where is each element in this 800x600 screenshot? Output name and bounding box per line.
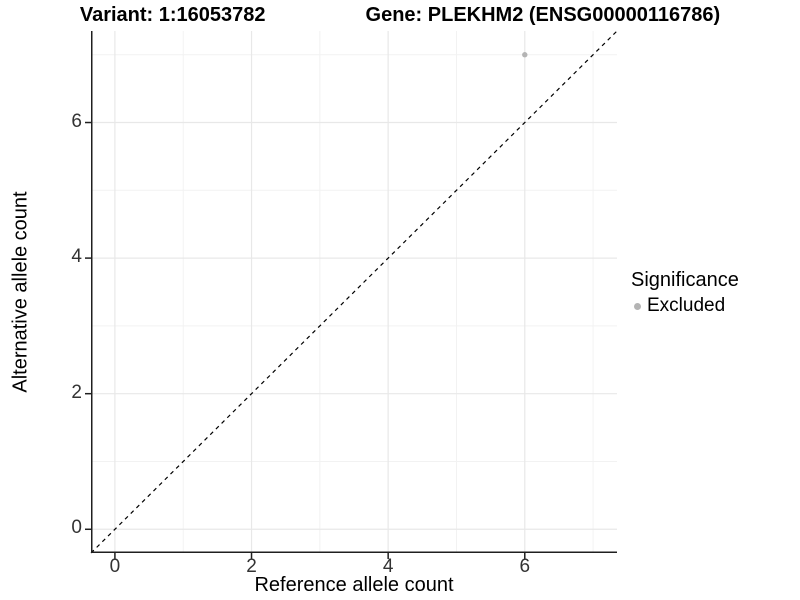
data-point [522,52,528,58]
legend-item-excluded: Excluded [634,295,739,317]
x-tick-label: 6 [519,556,531,577]
y-tick-label: 2 [71,381,82,403]
legend: Significance Excluded [631,269,739,317]
gene-title: Gene: PLEKHM2 (ENSG00000116786) [365,4,721,26]
plot-title: Variant: 1:16053782 Gene: PLEKHM2 (ENSG0… [0,4,800,27]
y-axis-title: Alternative allele count [9,191,32,393]
legend-item-label: Excluded [647,295,726,316]
plot-canvas [85,30,618,559]
x-tick-label: 4 [382,556,394,577]
identity-reference-line [90,30,618,554]
legend-title: Significance [631,269,739,291]
excluded-point-icon [634,302,641,310]
plot-panel [85,30,618,559]
variant-title: Variant: 1:16053782 [79,4,266,26]
y-tick-label: 0 [71,517,82,539]
x-axis-title: Reference allele count [254,574,454,596]
x-tick-label: 2 [246,556,257,577]
y-tick-label: 4 [71,246,82,268]
y-tick-label: 6 [71,110,82,132]
x-tick-label: 0 [109,556,121,577]
